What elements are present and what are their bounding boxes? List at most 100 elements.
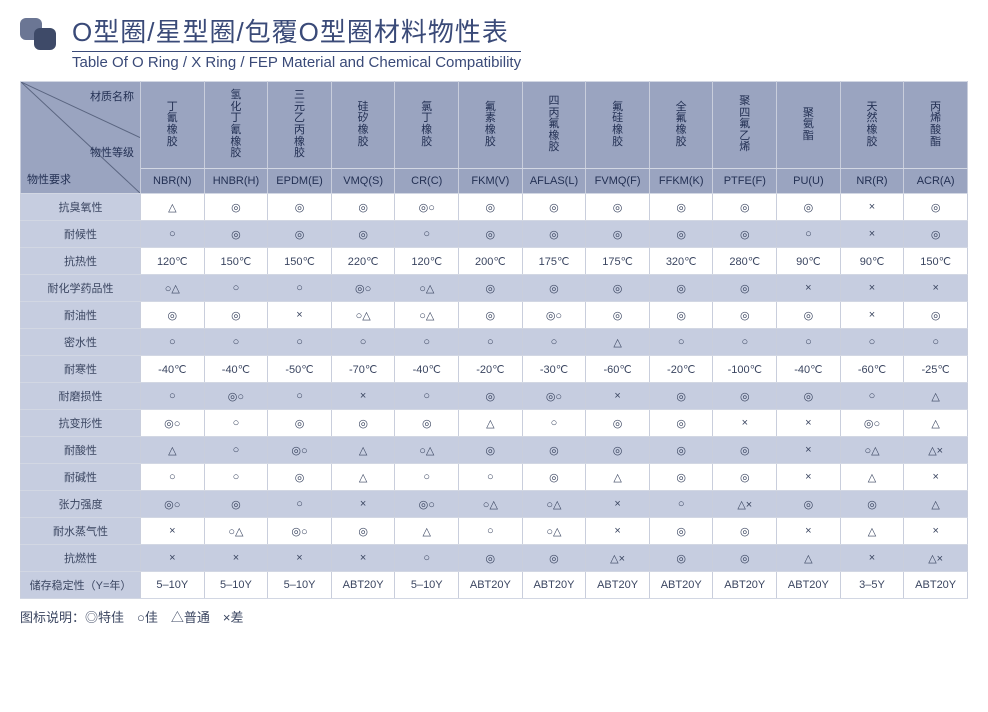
data-cell: ◎: [840, 491, 904, 518]
data-cell: ◎: [459, 302, 523, 329]
column-header-code: ACR(A): [904, 169, 968, 194]
data-cell: ◎: [713, 194, 777, 221]
data-cell: ◎: [204, 221, 268, 248]
data-cell: ◎: [459, 275, 523, 302]
data-cell: ○: [141, 464, 205, 491]
diag-label-property-grade: 物性等级: [90, 144, 134, 160]
table-row: 抗燃性××××○◎◎△×◎◎△×△×: [21, 545, 968, 572]
data-cell: ○: [204, 275, 268, 302]
data-cell: ○: [268, 329, 332, 356]
data-cell: ×: [713, 410, 777, 437]
data-cell: -40℃: [395, 356, 459, 383]
row-label: 抗变形性: [21, 410, 141, 437]
data-cell: ◎○: [204, 383, 268, 410]
table-row: 储存稳定性（Y=年）5–10Y5–10Y5–10YABT20Y5–10YABT2…: [21, 572, 968, 599]
data-cell: ×: [586, 491, 650, 518]
data-cell: ◎: [649, 518, 713, 545]
data-cell: ×: [777, 410, 841, 437]
data-cell: -40℃: [141, 356, 205, 383]
column-header-code: FVMQ(F): [586, 169, 650, 194]
data-cell: -30℃: [522, 356, 586, 383]
table-row: 抗变形性◎○○◎◎◎△○◎◎××◎○△: [21, 410, 968, 437]
data-cell: ◎: [649, 545, 713, 572]
column-header-code: FFKM(K): [649, 169, 713, 194]
data-cell: ○: [268, 491, 332, 518]
table-row: 耐寒性-40℃-40℃-50℃-70℃-40℃-20℃-30℃-60℃-20℃-…: [21, 356, 968, 383]
data-cell: ×: [777, 275, 841, 302]
material-table: 材质名称 物性等级 物性要求 丁氰橡胶氢化丁氰橡胶三元乙丙橡胶硅矽橡胶氯丁橡胶氟…: [20, 81, 968, 599]
table-row: 抗臭氧性△◎◎◎◎○◎◎◎◎◎◎×◎: [21, 194, 968, 221]
data-cell: ×: [204, 545, 268, 572]
data-cell: ABT20Y: [904, 572, 968, 599]
data-cell: ○△: [522, 518, 586, 545]
column-header-code: PTFE(F): [713, 169, 777, 194]
data-cell: ABT20Y: [713, 572, 777, 599]
column-header-name: 聚氨酯: [777, 82, 841, 169]
data-cell: 175℃: [586, 248, 650, 275]
data-cell: ◎: [586, 410, 650, 437]
data-cell: ◎: [777, 302, 841, 329]
data-cell: ◎: [713, 545, 777, 572]
data-cell: ◎: [713, 302, 777, 329]
data-cell: ◎: [586, 302, 650, 329]
data-cell: ○: [141, 383, 205, 410]
data-cell: ◎: [649, 302, 713, 329]
data-cell: ○: [904, 329, 968, 356]
diagonal-header-cell: 材质名称 物性等级 物性要求: [21, 82, 141, 194]
data-cell: 5–10Y: [268, 572, 332, 599]
page-header: O型圈/星型圈/包覆O型圈材料物性表 Table Of O Ring / X R…: [20, 12, 968, 71]
data-cell: ○: [522, 410, 586, 437]
column-header-name: 丁氰橡胶: [141, 82, 205, 169]
data-cell: ○: [268, 275, 332, 302]
data-cell: ABT20Y: [331, 572, 395, 599]
data-cell: ◎: [204, 194, 268, 221]
data-cell: 320℃: [649, 248, 713, 275]
diag-label-property-req: 物性要求: [27, 171, 71, 187]
column-header-code: AFLAS(L): [522, 169, 586, 194]
data-cell: ○△: [522, 491, 586, 518]
data-cell: ABT20Y: [522, 572, 586, 599]
row-label: 抗燃性: [21, 545, 141, 572]
table-row: 耐油性◎◎×○△○△◎◎○◎◎◎◎×◎: [21, 302, 968, 329]
data-cell: ×: [904, 464, 968, 491]
row-label: 密水性: [21, 329, 141, 356]
data-cell: ◎: [713, 518, 777, 545]
data-cell: ◎: [586, 437, 650, 464]
data-cell: ○: [395, 329, 459, 356]
row-label: 抗臭氧性: [21, 194, 141, 221]
data-cell: ○: [395, 383, 459, 410]
data-cell: ◎○: [395, 491, 459, 518]
legend-text: 图标说明：◎特佳 ○佳 △普通 ×差: [20, 607, 968, 626]
column-header-name: 三元乙丙橡胶: [268, 82, 332, 169]
row-label: 耐寒性: [21, 356, 141, 383]
data-cell: ◎○: [395, 194, 459, 221]
data-cell: ◎: [713, 383, 777, 410]
data-cell: ◎: [713, 464, 777, 491]
data-cell: 5–10Y: [141, 572, 205, 599]
column-header-name: 氯丁橡胶: [395, 82, 459, 169]
data-cell: ◎: [777, 383, 841, 410]
data-cell: ◎: [331, 518, 395, 545]
data-cell: ◎: [204, 302, 268, 329]
data-cell: 120℃: [141, 248, 205, 275]
data-cell: ×: [904, 518, 968, 545]
data-cell: ○△: [204, 518, 268, 545]
data-cell: △: [586, 464, 650, 491]
data-cell: ×: [141, 518, 205, 545]
table-head-row-codes: NBR(N)HNBR(H)EPDM(E)VMQ(S)CR(C)FKM(V)AFL…: [21, 169, 968, 194]
row-label: 耐候性: [21, 221, 141, 248]
data-cell: ○: [395, 464, 459, 491]
data-cell: △×: [713, 491, 777, 518]
data-cell: △: [459, 410, 523, 437]
data-cell: -20℃: [649, 356, 713, 383]
row-label: 耐酸性: [21, 437, 141, 464]
data-cell: ×: [840, 302, 904, 329]
column-header-code: FKM(V): [459, 169, 523, 194]
data-cell: ◎: [459, 194, 523, 221]
data-cell: ◎: [904, 221, 968, 248]
data-cell: 5–10Y: [395, 572, 459, 599]
column-header-name: 氢化丁氰橡胶: [204, 82, 268, 169]
data-cell: ○: [331, 329, 395, 356]
data-cell: ◎: [586, 221, 650, 248]
row-label: 储存稳定性（Y=年）: [21, 572, 141, 599]
